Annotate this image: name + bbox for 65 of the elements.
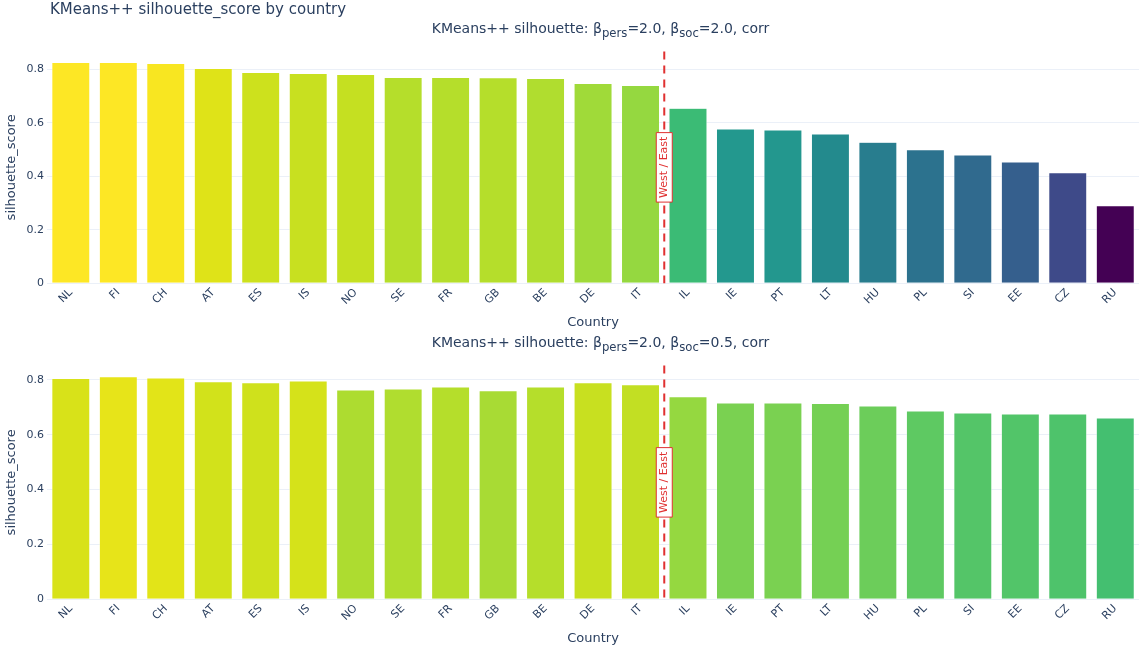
- x-tick-label: PT: [768, 601, 788, 621]
- x-tick-label: RU: [1099, 601, 1120, 623]
- chart-title: KMeans++ silhouette: β$_{pers}$=2.0, β$_{soc}$=0.5, corr: [430, 334, 771, 356]
- x-tick-label: AT: [198, 601, 218, 621]
- y-tick-label: 0: [37, 591, 45, 605]
- x-tick-label: EE: [1005, 601, 1025, 621]
- y-tick-label: 0.4: [26, 169, 45, 183]
- x-tick-label: AT: [198, 285, 218, 305]
- x-tick-label: IE: [723, 285, 740, 303]
- x-tick-label: NL: [55, 601, 76, 622]
- x-tick-label: PT: [768, 285, 788, 305]
- x-tick-label: NO: [338, 601, 361, 623]
- x-tick-label: PL: [911, 285, 931, 304]
- x-tick-label: IL: [676, 601, 693, 618]
- x-axis-title: Country: [567, 313, 620, 329]
- x-tick-label: IS: [295, 285, 313, 303]
- x-tick-label: BE: [530, 285, 550, 306]
- x-tick-label: SE: [388, 285, 408, 305]
- x-tick-label: SI: [960, 601, 977, 619]
- y-axis-title: silhouette_score: [3, 114, 19, 221]
- x-tick-label: NL: [55, 285, 76, 306]
- x-tick-label: HU: [861, 285, 883, 307]
- x-tick-label: IL: [676, 285, 693, 302]
- y-tick-label: 0.2: [26, 222, 45, 236]
- y-tick-label: 0.2: [26, 537, 45, 551]
- x-tick-label: PL: [911, 601, 931, 620]
- x-tick-label: CZ: [1051, 601, 1073, 622]
- x-tick-label: IE: [723, 601, 740, 619]
- x-tick-label: IS: [295, 601, 313, 619]
- ref-line-label: West / East: [657, 135, 671, 199]
- x-tick-label: LT: [817, 285, 835, 303]
- x-tick-label: DE: [577, 285, 598, 306]
- x-tick-label: GB: [481, 601, 503, 623]
- x-tick-label: FI: [106, 601, 123, 618]
- x-tick-label: DE: [577, 601, 598, 622]
- x-tick-label: HU: [861, 601, 883, 623]
- x-tick-label: ES: [245, 601, 265, 621]
- ref-line-label: West / East: [657, 450, 671, 514]
- x-tick-label: RU: [1099, 285, 1120, 307]
- x-tick-label: SI: [960, 285, 977, 303]
- x-tick-label: LT: [817, 601, 835, 619]
- x-tick-label: FR: [435, 285, 456, 305]
- x-tick-label: EE: [1005, 285, 1025, 305]
- y-tick-label: 0.8: [26, 62, 45, 76]
- chart-subtitle: KMeans++ silhouette: β$_{pers}$=2.0, β$_{soc}$=2.0, corr: [430, 20, 771, 42]
- x-tick-label: GB: [481, 285, 503, 307]
- x-tick-label: IT: [628, 285, 645, 302]
- y-tick-label: 0.6: [26, 115, 45, 129]
- x-tick-label: BE: [530, 601, 550, 622]
- x-tick-label: ES: [245, 285, 265, 305]
- y-axis-title: silhouette_score: [3, 429, 19, 536]
- x-tick-label: FI: [106, 285, 123, 302]
- y-tick-label: 0.4: [26, 482, 45, 496]
- x-tick-label: CH: [149, 601, 170, 623]
- x-tick-label: CH: [149, 285, 170, 307]
- chart-title: KMeans++ silhouette_score by country: [49, 0, 348, 20]
- x-tick-label: NO: [338, 285, 361, 307]
- y-tick-label: 0.6: [26, 427, 45, 441]
- y-tick-label: 0.8: [26, 372, 45, 386]
- y-tick-label: 0: [37, 275, 45, 289]
- x-tick-label: FR: [435, 601, 456, 621]
- x-axis-title: Country: [567, 629, 620, 645]
- x-tick-label: IT: [628, 601, 645, 618]
- x-tick-label: SE: [388, 601, 408, 621]
- x-tick-label: CZ: [1051, 285, 1073, 306]
